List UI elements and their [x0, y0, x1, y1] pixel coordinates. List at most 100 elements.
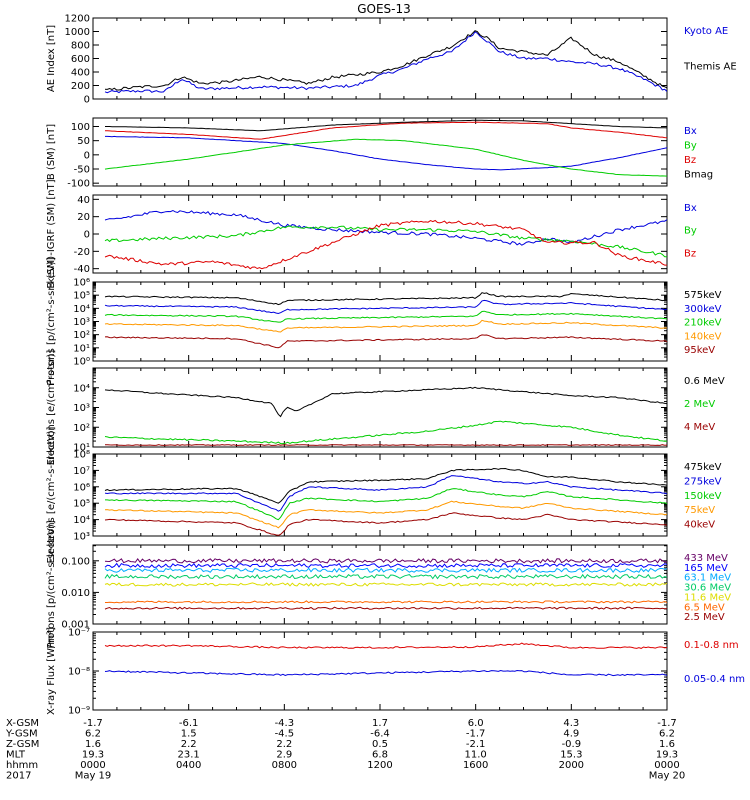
legend-label: 2.5 MeV: [684, 612, 725, 623]
series-line-protons-mev-1: [104, 562, 667, 569]
y-axis-label: Protons [p/(cm²-s-sr-keV)]: [46, 257, 57, 385]
y-axis-label: X-ray Flux [W/m²]: [46, 627, 57, 715]
end-date: May 20: [649, 771, 686, 782]
panel-protons: 10⁰ 10¹ 10² 10³ 10⁴ 10⁵ 10⁶ Protons [p/(cm²-s-s…: [46, 257, 722, 385]
orbit-value: 2.9: [276, 750, 292, 761]
orbit-value: 0800: [272, 760, 297, 771]
y-tick-label: 10³: [73, 317, 90, 328]
series-line-b-3: [105, 119, 667, 132]
panel-protons-mev: 0.001 0.010 0.100 Protons [p/(cm²-s-sr-keV)…: [46, 520, 731, 648]
y-tick-label: 10¹: [73, 343, 90, 354]
legend-label: 0.05-0.4 nm: [684, 674, 745, 685]
y-tick-label: 10⁵: [73, 499, 90, 510]
y-tick-label: 20: [77, 212, 90, 223]
y-tick-label: 40: [77, 195, 90, 206]
y-tick-label: -20: [74, 247, 90, 258]
series-line-db-2: [104, 219, 667, 270]
year-label: 2017: [6, 771, 31, 782]
y-tick-label: 0: [84, 95, 90, 106]
orbit-value: 1.5: [181, 729, 197, 740]
series-line-db-0: [104, 209, 667, 246]
y-axis-label: Protons [p/(cm²-s-sr-keV)]: [46, 520, 57, 648]
orbit-value: 1.7: [372, 718, 388, 729]
y-tick-label: -50: [74, 165, 90, 176]
legend-label: 4 MeV: [684, 422, 715, 433]
series-line-protons-mev-2: [104, 567, 667, 573]
legend-label: 75keV: [684, 505, 715, 516]
series-line-b-1: [104, 138, 667, 177]
series-group: [104, 292, 667, 349]
legend-label: 0.6 MeV: [684, 376, 725, 387]
series-line-b-2: [104, 121, 667, 140]
orbit-value: 6.2: [659, 729, 675, 740]
orbit-value: 2.2: [181, 739, 197, 750]
y-tick-label: 0.001: [61, 620, 90, 631]
y-tick-label: 0: [84, 150, 90, 161]
y-tick-label: 1000: [65, 27, 90, 38]
orbit-value: 4.9: [563, 729, 579, 740]
series-line-ae-0: [104, 31, 667, 94]
legend-label: 11.6 MeV: [684, 592, 731, 603]
orbit-value: -6.1: [179, 718, 199, 729]
legend-label: 6.5 MeV: [684, 602, 725, 613]
orbit-value: 1.6: [659, 739, 675, 750]
y-axis-label: Electrons [e/(cm²-s-sr)]: [46, 350, 57, 466]
legend-label: 140keV: [684, 331, 722, 342]
orbit-value: 11.0: [465, 750, 487, 761]
orbit-value: 23.1: [178, 750, 200, 761]
panel-electrons-mev: 10¹ 10² 10³ 10⁴ Electrons [e/(cm²-s-sr)] 0.6 …: [46, 350, 725, 466]
legend-label: 150keV: [684, 491, 722, 502]
legend-label: 300keV: [684, 304, 722, 315]
legend-label: Kyoto AE: [684, 26, 728, 37]
legend-label: 95keV: [684, 345, 715, 356]
legend-label: 210keV: [684, 318, 722, 329]
y-tick-label: 10⁸: [73, 450, 90, 461]
y-axis-label: Electrons [e/(cm²-s-sr-keV)]: [46, 426, 57, 563]
series-line-protons-2: [104, 310, 667, 323]
y-tick-label: 1200: [65, 14, 90, 25]
orbit-value: -1.7: [657, 718, 677, 729]
orbit-value: -1.7: [466, 729, 486, 740]
legend-label: 0.1-0.8 nm: [684, 640, 739, 651]
series-line-xray-1: [104, 669, 667, 677]
series-line-electrons-kev-4: [104, 512, 667, 536]
series-line-electrons-kev-1: [104, 475, 667, 512]
legend-label: By: [684, 226, 697, 237]
series-group: [104, 209, 667, 270]
series-line-xray-0: [104, 642, 667, 649]
y-tick-label: 600: [71, 54, 90, 65]
orbit-value: 0.5: [372, 739, 388, 750]
legend-label: Bz: [684, 248, 696, 259]
y-tick-label: 10⁵: [73, 291, 90, 302]
panel-xray: 10⁻⁹ 10⁻⁸ 10⁻⁷ X-ray Flux [W/m²] 0.1-0.8 nm 0…: [46, 627, 745, 717]
legend-label: 165 MeV: [684, 563, 728, 574]
panel-frame: [92, 453, 668, 537]
series-line-b-0: [105, 135, 667, 171]
y-tick-label: 10⁻⁹: [68, 706, 90, 717]
series-line-ae-1: [104, 30, 667, 91]
y-tick-label: 200: [71, 81, 90, 92]
legend-label: 40keV: [684, 520, 715, 531]
y-tick-label: 400: [71, 68, 90, 79]
panel-b: -100 -50 0 50 100 B (SM) [nT] Bx By Bz Bmag: [46, 117, 713, 190]
y-tick-label: -100: [67, 179, 90, 190]
y-tick-label: 10⁴: [73, 515, 90, 526]
y-tick-label: 10³: [73, 403, 90, 414]
legend-label: Bmag: [684, 170, 713, 181]
series-line-protons-4: [104, 334, 667, 349]
y-tick-label: 800: [71, 41, 90, 52]
orbit-value: -1.7: [83, 718, 103, 729]
series-line-protons-0: [104, 292, 667, 306]
orbit-value: 2.2: [276, 739, 292, 750]
legend-label: By: [684, 141, 697, 152]
y-tick-label: 0: [84, 230, 90, 241]
orbit-value: 15.3: [560, 750, 582, 761]
legend-label: 63.1 MeV: [684, 573, 731, 584]
orbit-value: 4.3: [563, 718, 579, 729]
panel-frame: [92, 17, 668, 100]
orbit-table: X-GSM -1.7 -6.1 -4.3 1.7 6.0 4.3 -1.7Y-GSM 6.2 1.…: [5, 718, 685, 782]
orbit-value: 6.8: [372, 750, 388, 761]
series-group: [104, 558, 667, 610]
series-line-protons-mev-6: [104, 606, 667, 610]
